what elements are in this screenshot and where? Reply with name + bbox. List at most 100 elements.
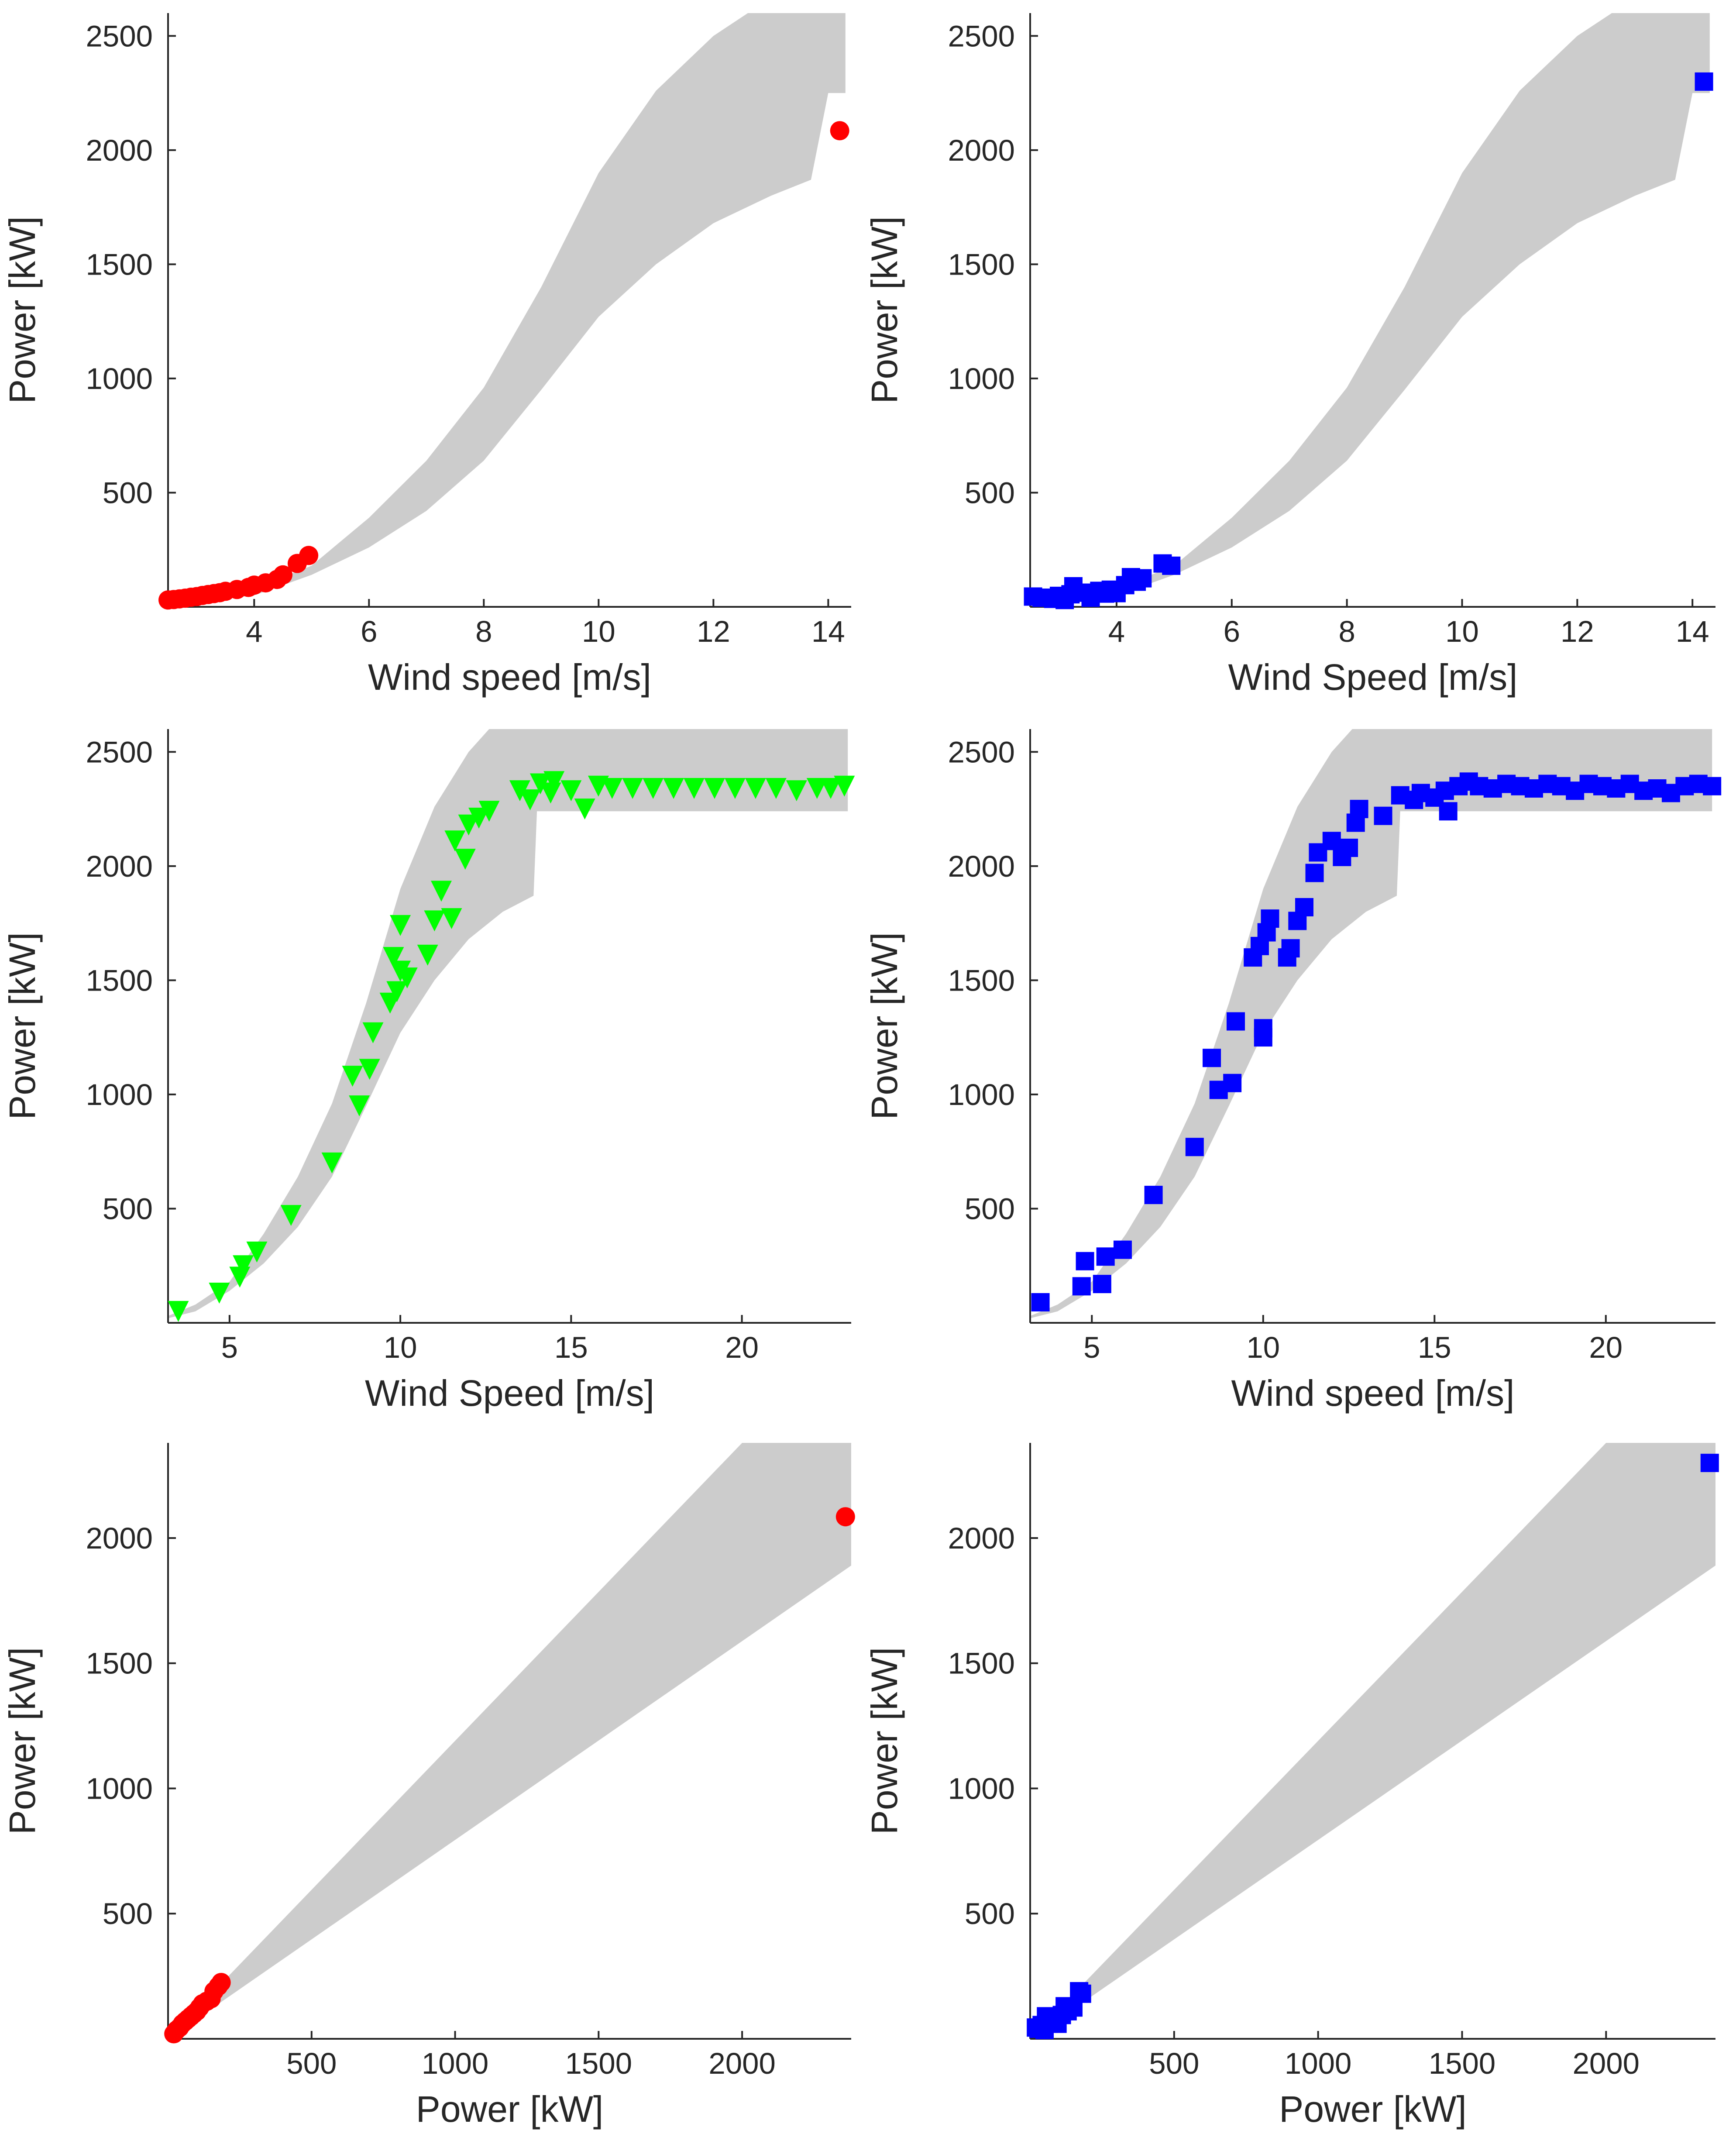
- y-tick-label: 1000: [86, 1078, 153, 1112]
- data-point: [1439, 802, 1458, 821]
- data-point: [765, 778, 787, 799]
- y-tick-label: 2500: [86, 19, 153, 53]
- y-tick-label: 2000: [948, 850, 1015, 883]
- x-tick-label: 2000: [708, 2047, 776, 2080]
- data-point: [1305, 864, 1324, 882]
- data-point: [362, 1022, 384, 1043]
- uncertainty-band: [1030, 13, 1710, 605]
- y-axis-label: Power [kW]: [864, 1647, 905, 1834]
- data-point: [806, 778, 828, 799]
- data-point: [786, 780, 807, 802]
- chart-panel-6: 500 1000 1500 2000 500 1000 1500 2000 Power [kW]…: [864, 1443, 1719, 2130]
- x-axis-label: Wind Speed [m/s]: [1228, 657, 1518, 698]
- data-point: [396, 967, 418, 989]
- data-point: [684, 778, 705, 799]
- data-point: [830, 121, 849, 141]
- data-point: [478, 801, 500, 822]
- x-tick-label: 500: [1149, 2047, 1199, 2080]
- y-tick-label: 500: [965, 1192, 1015, 1225]
- data-point: [1072, 1277, 1091, 1296]
- data-point: [417, 944, 438, 966]
- data-point: [383, 947, 404, 968]
- x-tick-label: 15: [1418, 1331, 1451, 1364]
- data-point: [1093, 1275, 1111, 1294]
- x-axis-label: Wind speed [m/s]: [368, 657, 651, 698]
- data-point: [643, 778, 664, 799]
- data-point: [444, 830, 466, 852]
- chart-panel-2: 4 6 8 10 12 14 500 1000 1500 2000 2500 Wind Speed […: [864, 13, 1715, 698]
- y-tick-label: 1500: [86, 964, 153, 997]
- uncertainty-band: [168, 1443, 851, 2039]
- data-point: [1374, 806, 1392, 825]
- data-point: [574, 798, 595, 820]
- data-point: [663, 778, 684, 799]
- data-point: [273, 565, 293, 585]
- data-point: [519, 789, 541, 811]
- data-point: [1350, 800, 1368, 819]
- data-point: [1223, 1074, 1242, 1092]
- data-point: [745, 778, 766, 799]
- x-tick-label: 12: [1561, 615, 1594, 648]
- x-tick-label: 12: [697, 615, 730, 648]
- data-point: [1185, 1138, 1204, 1156]
- uncertainty-band: [1030, 729, 1712, 1318]
- data-point: [390, 915, 411, 936]
- data-point: [349, 1095, 370, 1117]
- y-tick-label: 1500: [948, 248, 1015, 281]
- data-point: [1073, 1984, 1091, 2003]
- data-point: [543, 771, 565, 792]
- data-point: [211, 1972, 231, 1992]
- data-point: [1113, 1240, 1132, 1259]
- data-point: [1340, 839, 1358, 857]
- data-point: [602, 778, 623, 799]
- x-tick-label: 14: [1676, 615, 1709, 648]
- data-point: [246, 1241, 268, 1263]
- data-point: [1322, 832, 1341, 850]
- y-axis-label: Power [kW]: [864, 216, 905, 403]
- chart-panel-1: 4 6 8 10 12 14 500 1000 1500 2000 2500 Wind speed […: [2, 13, 851, 698]
- x-axis-label: Wind Speed [m/s]: [365, 1373, 654, 1414]
- x-tick-label: 1500: [1429, 2047, 1496, 2080]
- data-point: [424, 910, 445, 932]
- y-tick-label: 500: [965, 476, 1015, 509]
- data-point: [529, 773, 551, 795]
- data-point: [1281, 939, 1300, 958]
- y-tick-label: 1500: [86, 248, 153, 281]
- y-axis-label: Power [kW]: [864, 932, 905, 1119]
- y-tick-label: 1000: [948, 1772, 1015, 1805]
- data-point: [1295, 898, 1313, 916]
- x-tick-label: 10: [1445, 615, 1479, 648]
- y-axis-label: Power [kW]: [2, 216, 43, 403]
- data-point: [1227, 1012, 1245, 1031]
- data-point: [724, 778, 746, 799]
- data-point: [299, 546, 319, 565]
- x-tick-label: 14: [811, 615, 845, 648]
- data-point: [1700, 1453, 1719, 1472]
- data-point: [1261, 909, 1279, 928]
- x-axis-label: Power [kW]: [1279, 2089, 1466, 2130]
- y-tick-label: 2000: [948, 134, 1015, 167]
- data-point: [835, 1507, 855, 1527]
- chart-panel-3: 5 10 15 20 500 1000 1500 2000 2500 Wind Speed [m/…: [2, 729, 855, 1414]
- data-point: [1254, 1028, 1272, 1047]
- data-point: [431, 881, 452, 902]
- y-tick-label: 2000: [86, 134, 153, 167]
- data-point: [509, 780, 530, 802]
- x-tick-label: 5: [221, 1331, 238, 1364]
- data-point: [1133, 569, 1152, 588]
- data-point: [233, 1255, 254, 1277]
- x-tick-label: 1000: [1285, 2047, 1352, 2080]
- y-tick-label: 1500: [948, 964, 1015, 997]
- x-tick-label: 6: [361, 615, 377, 648]
- data-point: [441, 908, 462, 929]
- x-tick-label: 1000: [422, 2047, 489, 2080]
- x-tick-label: 10: [1246, 1331, 1280, 1364]
- data-point: [359, 1059, 380, 1080]
- data-point: [1096, 1247, 1115, 1266]
- x-tick-label: 4: [246, 615, 262, 648]
- x-tick-label: 1500: [565, 2047, 633, 2080]
- x-tick-label: 6: [1224, 615, 1240, 648]
- x-tick-label: 8: [475, 615, 492, 648]
- data-point: [704, 778, 725, 799]
